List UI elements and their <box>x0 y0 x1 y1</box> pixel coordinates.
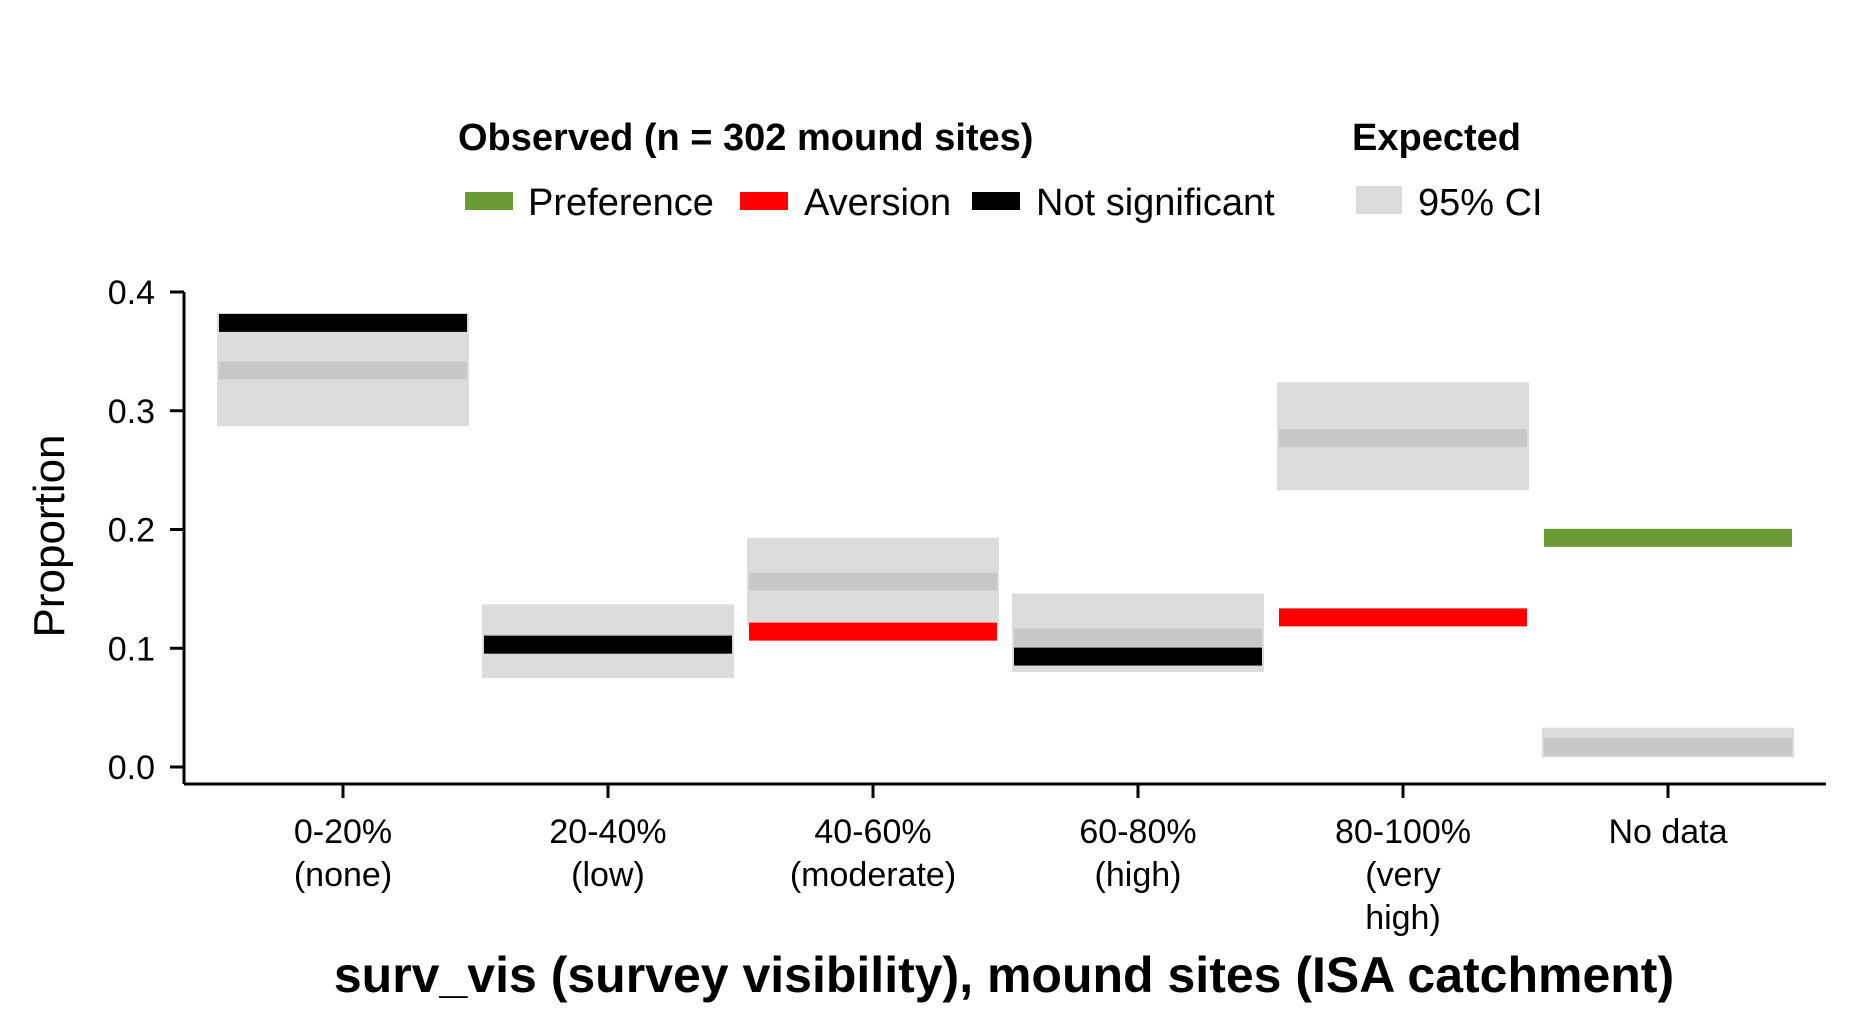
observed-bar-3 <box>1014 647 1262 666</box>
expected-line-2 <box>749 572 997 591</box>
expected-line-0 <box>219 361 467 380</box>
x-tick-label-1-0: 20-40% <box>549 813 666 851</box>
legend-observed-title: Observed (n = 302 mound sites) <box>458 117 1033 159</box>
expected-line-5 <box>1544 737 1792 756</box>
x-tick-label-5-0: No data <box>1608 813 1727 851</box>
observed-bar-0 <box>219 313 467 332</box>
legend-expected-title: Expected <box>1352 117 1521 159</box>
x-axis-title: surv_vis (survey visibility), mound site… <box>334 947 1674 1003</box>
x-tick-label-3-1: (high) <box>1095 856 1182 894</box>
x-tick-label-2-0: 40-60% <box>814 813 931 851</box>
observed-bar-2 <box>749 622 997 641</box>
observed-bar-4 <box>1279 608 1527 627</box>
x-tick-label-0-1: (none) <box>294 856 392 894</box>
legend-swatch-ci <box>1356 186 1402 214</box>
x-tick-label-3-0: 60-80% <box>1079 813 1196 851</box>
legend: Observed (n = 302 mound sites) Expected … <box>458 117 1543 224</box>
x-tick-label-2-1: (moderate) <box>790 856 956 894</box>
legend-label-not-significant: Not significant <box>1036 182 1275 224</box>
observed-bar-5 <box>1544 528 1792 547</box>
y-tick-label-1: 0.1 <box>108 630 155 668</box>
observed-layer <box>219 313 1792 666</box>
x-tick-label-4-0: 80-100% <box>1335 813 1471 851</box>
y-tick-label-4: 0.4 <box>108 274 155 312</box>
legend-swatch-not-significant <box>972 192 1020 210</box>
y-tick-label-2: 0.2 <box>108 512 155 550</box>
legend-label-ci: 95% CI <box>1418 182 1543 224</box>
expected-line-4 <box>1279 429 1527 448</box>
x-tick-label-0-0: 0-20% <box>294 813 392 851</box>
observed-bar-1 <box>484 635 732 654</box>
legend-label-preference: Preference <box>528 182 714 224</box>
y-tick-label-3: 0.3 <box>108 393 155 431</box>
legend-swatch-preference <box>465 192 513 210</box>
x-tick-label-1-1: (low) <box>571 856 645 894</box>
y-axis-ticks: 0.0 0.1 0.2 0.3 0.4 <box>108 274 184 787</box>
legend-swatch-aversion <box>740 192 788 210</box>
x-axis-ticks: 0-20% (none) 20-40% (low) 40-60% (moderate) 60… <box>294 784 1728 937</box>
x-tick-label-4-1: (very <box>1365 856 1441 894</box>
legend-label-aversion: Aversion <box>804 182 951 224</box>
y-tick-label-0: 0.0 <box>108 749 155 787</box>
y-axis-title: Proportion <box>25 434 74 637</box>
expected-line-3 <box>1014 628 1262 647</box>
x-tick-label-4-2: high) <box>1365 899 1441 937</box>
